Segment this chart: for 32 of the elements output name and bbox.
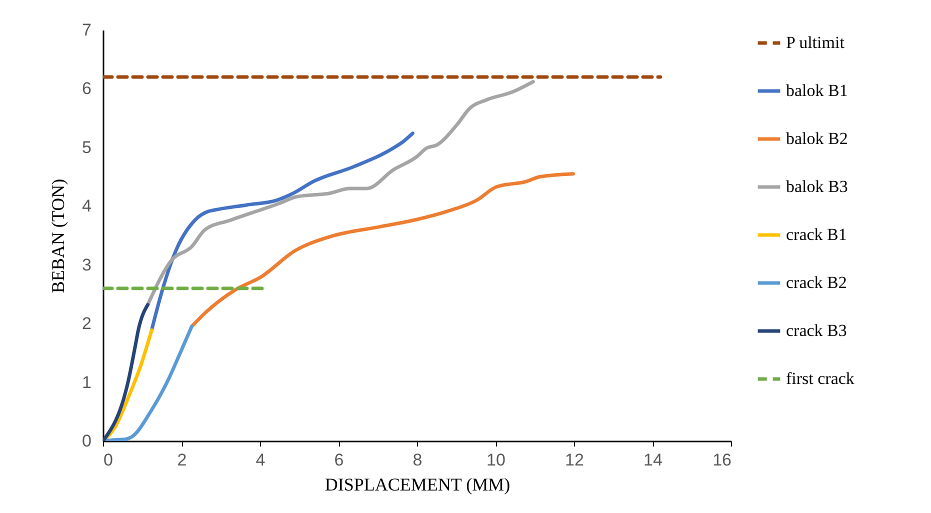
y-tick-label: 3 xyxy=(82,255,92,274)
legend-label: crack B3 xyxy=(786,321,847,340)
y-tick-label: 2 xyxy=(82,314,92,334)
x-tick-label: 16 xyxy=(712,450,732,470)
line-series xyxy=(103,303,150,441)
x-tick-label: 12 xyxy=(565,450,584,470)
y-tick-label: 7 xyxy=(82,20,92,40)
y-axis-title: BEBAN (TON) xyxy=(48,178,68,294)
y-tick-label: 6 xyxy=(82,79,92,98)
x-tick-label: 0 xyxy=(104,450,113,470)
legend-label: P ultimit xyxy=(786,33,845,52)
line-series xyxy=(146,80,535,307)
legend-label: balok B1 xyxy=(786,81,848,100)
x-axis-title: DISPLACEMENT (MM) xyxy=(324,474,510,494)
y-tick-label: 1 xyxy=(82,372,92,392)
x-tick-label: 10 xyxy=(486,450,506,470)
legend-label: crack B1 xyxy=(786,225,847,244)
legend-label: balok B2 xyxy=(786,129,848,148)
line-series xyxy=(150,132,414,332)
y-tick-label: 4 xyxy=(82,196,92,216)
legend-label: balok B3 xyxy=(786,177,848,196)
x-tick-label: 8 xyxy=(412,450,422,470)
line-series xyxy=(190,172,575,328)
x-tick-label: 14 xyxy=(644,450,662,470)
x-tick-label: 6 xyxy=(334,450,344,470)
x-tick-label: 2 xyxy=(177,450,187,470)
y-tick-label: 5 xyxy=(82,138,92,157)
line-series xyxy=(103,324,194,441)
legend-label: crack B2 xyxy=(786,273,847,292)
y-tick-label: 0 xyxy=(82,432,92,450)
x-tick-label: 4 xyxy=(256,450,266,470)
legend-label: first crack xyxy=(786,369,855,388)
